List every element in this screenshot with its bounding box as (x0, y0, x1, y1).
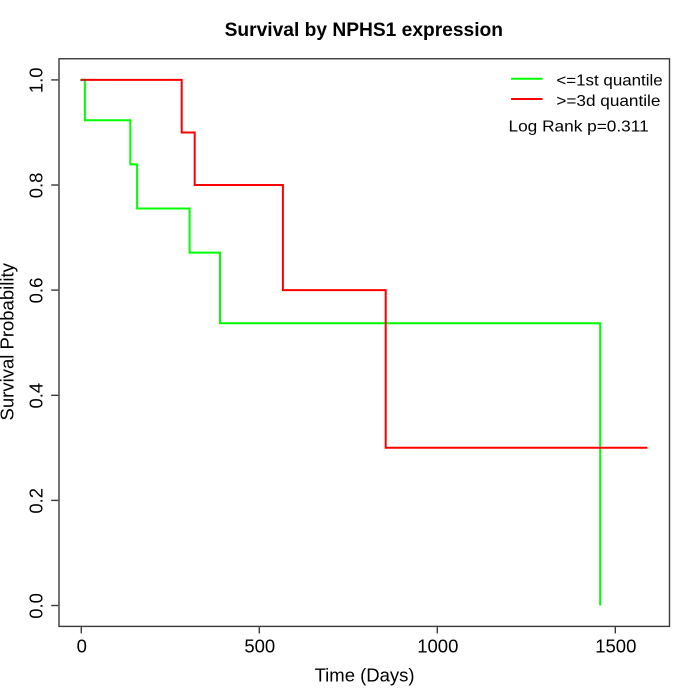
svg-text:<=1st quantile: <=1st quantile (556, 73, 662, 90)
svg-text:1500: 1500 (595, 636, 636, 657)
svg-text:Log Rank p=0.311: Log Rank p=0.311 (509, 118, 649, 135)
svg-text:1.0: 1.0 (26, 67, 47, 93)
svg-text:0: 0 (77, 636, 87, 657)
svg-text:0.0: 0.0 (26, 593, 47, 619)
svg-text:0.4: 0.4 (26, 383, 47, 409)
svg-text:0.8: 0.8 (26, 173, 47, 199)
svg-text:0.2: 0.2 (26, 488, 47, 514)
svg-text:Survival by NPHS1 expression: Survival by NPHS1 expression (225, 20, 503, 41)
svg-text:500: 500 (244, 636, 275, 657)
svg-text:0.6: 0.6 (26, 278, 47, 304)
svg-text:>=3d quantile: >=3d quantile (556, 93, 660, 110)
svg-text:Time (Days): Time (Days) (315, 664, 415, 685)
svg-text:1000: 1000 (417, 636, 458, 657)
svg-text:Survival Probability: Survival Probability (0, 262, 18, 420)
